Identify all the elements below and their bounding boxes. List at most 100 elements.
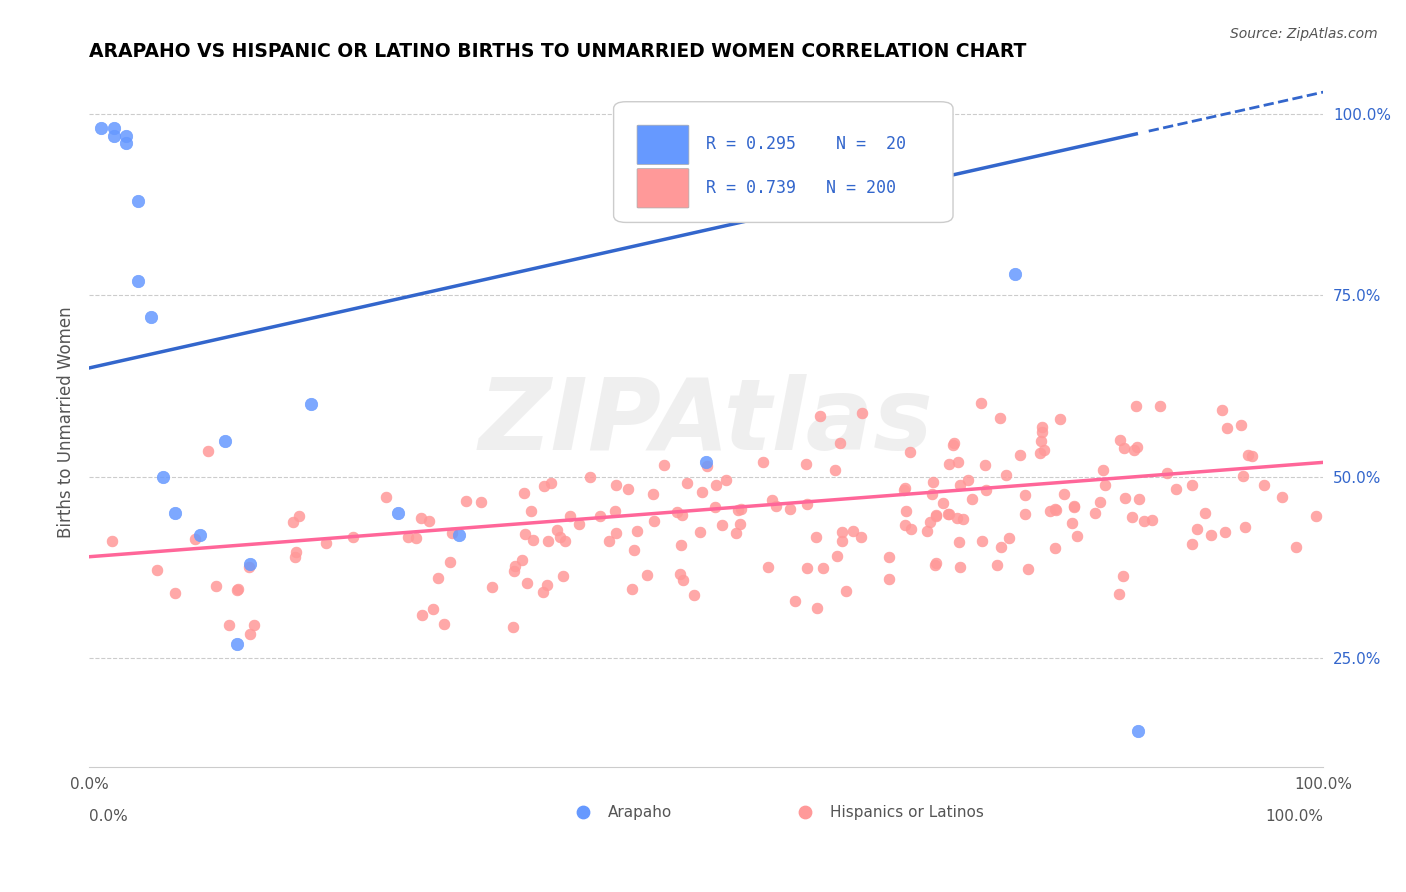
- Point: [1201, 527, 1223, 541]
- Point: [426, 571, 449, 585]
- Point: [502, 620, 524, 634]
- Point: [115, 128, 138, 143]
- Point: [1053, 487, 1076, 501]
- Point: [1232, 469, 1254, 483]
- Point: [1305, 508, 1327, 523]
- Point: [1181, 478, 1204, 492]
- Point: [1236, 448, 1258, 462]
- Point: [960, 491, 983, 506]
- Point: [730, 501, 752, 516]
- Point: [387, 506, 409, 520]
- Point: [502, 564, 524, 578]
- Point: [520, 503, 543, 517]
- Point: [1128, 491, 1150, 506]
- Point: [103, 121, 125, 136]
- Point: [226, 637, 249, 651]
- Point: [756, 560, 779, 574]
- Point: [1230, 417, 1253, 432]
- Point: [988, 410, 1011, 425]
- Point: [811, 561, 834, 575]
- Point: [689, 524, 711, 539]
- Point: [214, 434, 236, 448]
- Point: [986, 558, 1008, 572]
- Point: [1133, 515, 1156, 529]
- Point: [765, 499, 787, 513]
- Point: [1063, 499, 1085, 513]
- Point: [974, 483, 997, 497]
- Point: [546, 523, 568, 537]
- Point: [505, 558, 527, 573]
- Point: [785, 593, 807, 607]
- Point: [938, 458, 960, 472]
- Point: [184, 532, 207, 546]
- Point: [643, 487, 665, 501]
- Point: [1090, 495, 1112, 509]
- Point: [938, 507, 960, 521]
- Point: [918, 515, 941, 529]
- Point: [165, 506, 187, 520]
- Point: [831, 524, 853, 539]
- Point: [1213, 524, 1236, 539]
- Point: [617, 482, 640, 496]
- Point: [1029, 434, 1052, 449]
- Point: [669, 567, 692, 582]
- Point: [422, 601, 444, 615]
- Point: [315, 536, 337, 550]
- Point: [152, 470, 174, 484]
- Point: [1084, 506, 1107, 520]
- Point: [1031, 425, 1053, 440]
- Point: [948, 535, 970, 549]
- Point: [652, 458, 675, 473]
- Point: [1125, 399, 1147, 413]
- FancyBboxPatch shape: [637, 169, 689, 208]
- Point: [1112, 569, 1135, 583]
- Point: [898, 445, 921, 459]
- Point: [925, 508, 948, 522]
- Point: [226, 582, 249, 597]
- Y-axis label: Births to Unmarried Women: Births to Unmarried Women: [58, 307, 75, 538]
- Point: [796, 497, 818, 511]
- Point: [205, 579, 228, 593]
- Point: [671, 538, 693, 552]
- Point: [990, 541, 1012, 555]
- Point: [522, 533, 544, 548]
- Point: [894, 518, 917, 533]
- Point: [1014, 507, 1036, 521]
- Point: [589, 509, 612, 524]
- Point: [553, 569, 575, 583]
- Point: [676, 475, 699, 490]
- Point: [449, 528, 471, 542]
- Point: [796, 561, 818, 575]
- Point: [793, 880, 815, 892]
- Point: [603, 503, 626, 517]
- Point: [411, 607, 433, 622]
- Point: [238, 557, 260, 571]
- Point: [942, 438, 965, 452]
- Point: [605, 477, 627, 491]
- Point: [894, 504, 917, 518]
- Point: [703, 500, 725, 514]
- Point: [284, 550, 307, 565]
- Text: Arapaho: Arapaho: [607, 805, 672, 820]
- Point: [432, 617, 454, 632]
- Point: [139, 310, 162, 325]
- Point: [1014, 488, 1036, 502]
- Point: [1004, 267, 1026, 281]
- Point: [1123, 443, 1146, 458]
- Point: [554, 534, 576, 549]
- Point: [146, 563, 169, 577]
- Point: [877, 550, 900, 565]
- Point: [238, 559, 260, 574]
- Point: [239, 627, 262, 641]
- Point: [287, 509, 309, 524]
- Point: [115, 136, 138, 150]
- Point: [481, 580, 503, 594]
- Point: [956, 473, 979, 487]
- Point: [949, 560, 972, 574]
- Point: [942, 436, 965, 450]
- Point: [893, 483, 915, 497]
- Point: [1031, 420, 1053, 434]
- Point: [824, 463, 846, 477]
- Point: [1108, 587, 1130, 601]
- Point: [921, 487, 943, 501]
